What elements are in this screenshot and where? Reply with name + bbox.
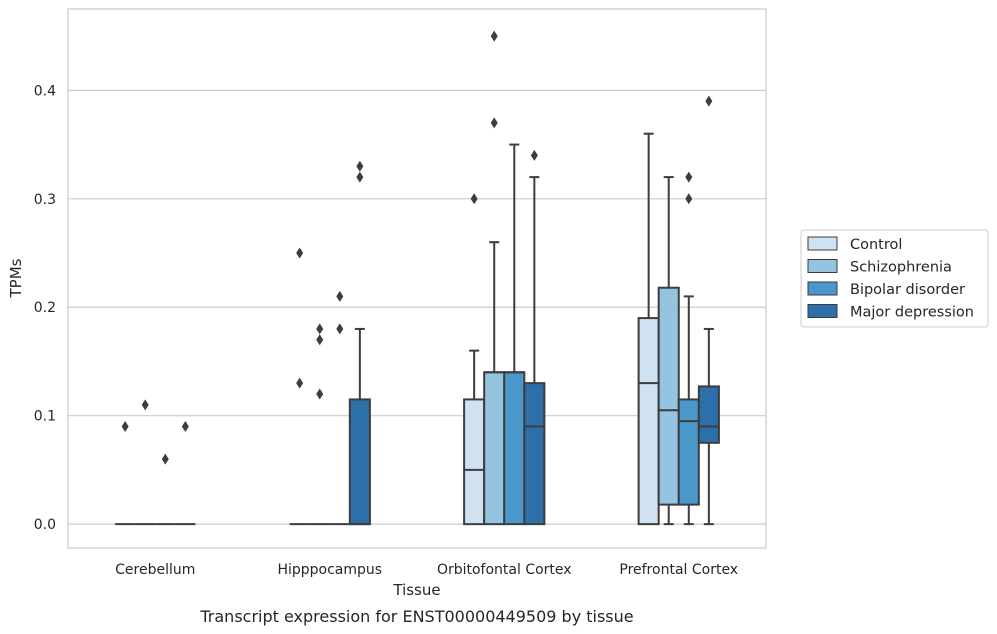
y-ticks: 0.0 0.1 0.2 0.3 0.4 xyxy=(34,83,56,533)
legend-label: Bipolar disorder xyxy=(850,282,965,298)
box-1-2 xyxy=(329,290,350,526)
box-2-0 xyxy=(463,193,486,526)
outlier-point xyxy=(685,171,693,183)
outlier-point xyxy=(685,193,693,205)
box-1-0 xyxy=(289,247,310,526)
box-3-2 xyxy=(677,171,700,526)
box-body xyxy=(503,371,526,526)
outlier-point xyxy=(705,95,713,107)
box-body xyxy=(677,398,700,506)
x-tick-label: Cerebellum xyxy=(115,562,195,578)
y-tick-label: 0.4 xyxy=(34,83,56,99)
outlier-point xyxy=(316,323,324,335)
legend-swatch xyxy=(807,304,838,318)
outlier-point xyxy=(336,290,344,302)
legend: Control Schizophrenia Bipolar disorder Majo… xyxy=(800,229,989,328)
outlier-point xyxy=(121,421,129,433)
box-body xyxy=(463,398,486,526)
outlier-point xyxy=(181,421,189,433)
outlier-point xyxy=(316,334,324,346)
x-tick-label: Prefrontal Cortex xyxy=(619,562,738,578)
outlier-point xyxy=(296,377,304,389)
chart-caption: Transcript expression for ENST0000044950… xyxy=(199,607,633,626)
box-body xyxy=(657,286,680,506)
box-2-1 xyxy=(483,30,506,526)
outlier-point xyxy=(296,247,304,259)
box-0-2 xyxy=(155,453,176,526)
x-tick-label: Hipppocampus xyxy=(277,562,382,578)
boxes xyxy=(115,30,720,526)
legend-swatch xyxy=(807,259,838,273)
box-1-1 xyxy=(309,323,330,526)
x-axis-label: Tissue xyxy=(392,581,440,599)
y-tick-label: 0.1 xyxy=(34,409,56,425)
plot-area-frame xyxy=(67,8,767,549)
outlier-point xyxy=(470,193,478,205)
legend-frame xyxy=(800,229,989,328)
box-0-3 xyxy=(175,421,196,526)
box-body xyxy=(637,317,660,526)
box-3-3 xyxy=(697,95,720,526)
box-0-0 xyxy=(115,421,136,526)
outlier-point xyxy=(490,30,498,42)
y-tick-label: 0.0 xyxy=(34,517,56,533)
y-axis-label: TPMs xyxy=(7,258,25,298)
box-body xyxy=(523,382,546,526)
legend-swatch xyxy=(807,281,838,296)
outlier-point xyxy=(356,171,364,183)
y-tick-label: 0.2 xyxy=(34,300,56,316)
x-tick-label: Orbitofontal Cortex xyxy=(437,562,572,578)
legend-label: Schizophrenia xyxy=(850,260,952,276)
box-1-3 xyxy=(348,160,371,526)
outlier-point xyxy=(530,149,538,161)
box-2-3 xyxy=(523,149,546,526)
outlier-point xyxy=(141,399,149,411)
box-body xyxy=(348,398,371,526)
y-tick-label: 0.3 xyxy=(34,192,56,208)
legend-swatch xyxy=(807,236,838,251)
outlier-point xyxy=(316,388,324,400)
outlier-point xyxy=(356,160,364,172)
x-ticks: Cerebellum Hipppocampus Orbitofontal Corte… xyxy=(115,562,738,578)
box-2-2 xyxy=(503,143,526,526)
legend-label: Control xyxy=(850,237,902,253)
outlier-point xyxy=(490,117,498,129)
outlier-point xyxy=(161,453,169,465)
box-3-0 xyxy=(637,132,660,526)
outlier-point xyxy=(336,323,344,335)
box-3-1 xyxy=(657,176,680,526)
box-0-1 xyxy=(135,399,156,526)
legend-label: Major depression xyxy=(850,305,974,321)
box-body xyxy=(483,371,506,526)
box-body xyxy=(697,385,720,444)
